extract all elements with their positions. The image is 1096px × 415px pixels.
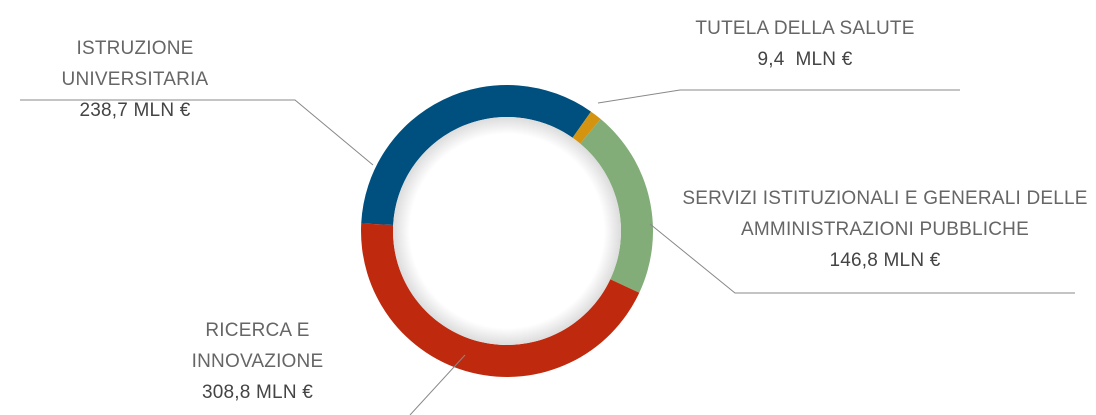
segment-label: SERVIZI ISTITUZIONALI E GENERALI DELLE A… — [680, 183, 1090, 276]
category-label: RICERCA E INNOVAZIONE — [191, 320, 324, 372]
value-label: 146,8 MLN € — [829, 250, 941, 271]
donut-segment — [580, 119, 653, 293]
segment-label: TUTELA DELLA SALUTE 9,4 MLN € — [660, 13, 950, 75]
donut-segment — [572, 111, 601, 144]
category-label: SERVIZI ISTITUZIONALI E GENERALI DELLE A… — [682, 188, 1088, 240]
donut-segment — [361, 84, 591, 226]
leader-line — [20, 99, 374, 166]
segment-label: RICERCA E INNOVAZIONE 308,8 MLN € — [150, 315, 365, 408]
leader-line — [597, 89, 960, 104]
donut-hole — [393, 117, 621, 345]
segment-label: ISTRUZIONE UNIVERSITARIA 238,7 MLN € — [10, 33, 260, 126]
value-label: 308,8 MLN € — [202, 382, 313, 403]
category-label: TUTELA DELLA SALUTE — [695, 18, 915, 39]
leader-line — [649, 223, 1075, 294]
leader-line — [409, 354, 466, 415]
donut-segment — [361, 223, 640, 378]
value-label: 238,7 MLN € — [79, 100, 191, 121]
value-label: 9,4 MLN € — [757, 49, 853, 70]
category-label: ISTRUZIONE UNIVERSITARIA — [61, 38, 209, 90]
